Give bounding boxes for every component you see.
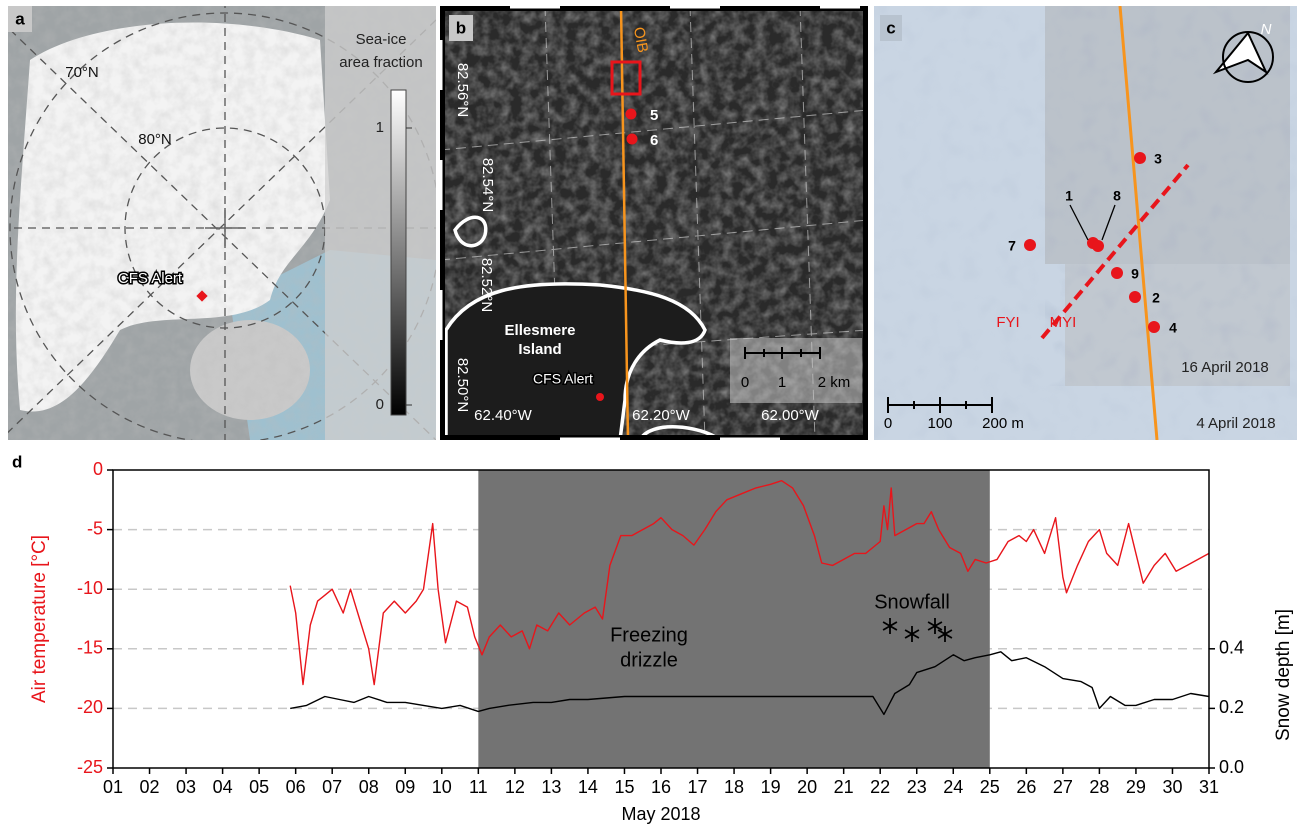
- scale-label: 0: [884, 415, 892, 432]
- site-marker: [626, 109, 637, 120]
- site-label: 3: [1154, 151, 1162, 167]
- colorbar-panel: [325, 6, 436, 440]
- x-tick-label: 15: [614, 777, 634, 797]
- y2-tick-label: 0.2: [1219, 697, 1244, 717]
- site-marker: [627, 134, 638, 145]
- colorbar-title: Sea-ice: [356, 31, 407, 48]
- x-tick-label: 09: [395, 777, 415, 797]
- x-tick-label: 29: [1126, 777, 1146, 797]
- compass-label: N: [1261, 21, 1272, 38]
- site-label: 9: [1131, 266, 1139, 282]
- site-label: 6: [650, 132, 658, 149]
- x-tick-label: 19: [761, 777, 781, 797]
- x-tick-label: 21: [834, 777, 854, 797]
- image-date: 16 April 2018: [1181, 359, 1269, 376]
- x-axis-label: May 2018: [621, 804, 700, 824]
- x-tick-label: 10: [432, 777, 452, 797]
- site-label: 5: [650, 107, 658, 124]
- x-tick-label: 28: [1089, 777, 1109, 797]
- lat-label: 82.52°N: [478, 258, 495, 312]
- scale-label: 1: [778, 374, 786, 391]
- site-label: 1: [1065, 188, 1073, 204]
- x-tick-label: 31: [1199, 777, 1219, 797]
- panel-a: a 70°N 80°N CFS Alert Sea-ice area fract…: [0, 0, 440, 443]
- colorbar-tick-label: 0: [376, 396, 384, 413]
- site-label: 7: [1008, 238, 1016, 254]
- zone-label: FYI: [996, 314, 1019, 331]
- x-tick-label: 24: [943, 777, 963, 797]
- y-axis-label: Air temperature [°C]: [29, 535, 50, 703]
- figure: a 70°N 80°N CFS Alert Sea-ice area fract…: [0, 0, 1304, 830]
- x-tick-label: 16: [651, 777, 671, 797]
- x-tick-label: 13: [541, 777, 561, 797]
- zone-label: MYI: [1050, 314, 1077, 331]
- x-tick-label: 01: [103, 777, 123, 797]
- lat-label: 82.54°N: [479, 158, 496, 212]
- y2-axis-label: Snow depth [m]: [1273, 609, 1294, 741]
- panel-b: b OIB 5 6 82.56°N 82.54°N 82.52°N 82.50°…: [440, 6, 868, 440]
- x-tick-label: 20: [797, 777, 817, 797]
- x-tick-label: 05: [249, 777, 269, 797]
- lon-label: 62.00°W: [761, 407, 820, 424]
- scale-label: 200 m: [982, 415, 1024, 432]
- y-tick-label: -20: [77, 697, 103, 717]
- island-label: Island: [518, 341, 561, 358]
- annotation: drizzle: [620, 649, 678, 671]
- panel-label: d: [12, 452, 22, 471]
- x-tick-label: 17: [688, 777, 708, 797]
- lat-label: 70°N: [65, 64, 99, 81]
- site-label: 8: [1113, 188, 1121, 204]
- station-marker: [596, 393, 604, 401]
- x-tick-label: 04: [213, 777, 233, 797]
- colorbar-title: area fraction: [339, 54, 422, 71]
- lat-label: 82.56°N: [454, 63, 471, 117]
- colorbar: [391, 90, 406, 415]
- x-tick-label: 06: [286, 777, 306, 797]
- x-tick-label: 08: [359, 777, 379, 797]
- lon-label: 62.20°W: [632, 407, 691, 424]
- x-tick-label: 30: [1162, 777, 1182, 797]
- x-tick-label: 23: [907, 777, 927, 797]
- x-tick-label: 02: [140, 777, 160, 797]
- y-tick-label: -5: [87, 518, 103, 538]
- y-tick-label: -25: [77, 757, 103, 777]
- y-tick-label: -10: [77, 578, 103, 598]
- panel-label: a: [15, 9, 25, 28]
- x-tick-label: 11: [469, 777, 488, 797]
- lat-label: 80°N: [138, 131, 172, 148]
- scale-label: 0: [741, 374, 749, 391]
- island-label: Ellesmere: [505, 322, 576, 339]
- y2-tick-label: 0.0: [1219, 757, 1244, 777]
- x-tick-label: 25: [980, 777, 1000, 797]
- x-tick-label: 27: [1053, 777, 1073, 797]
- y2-tick-label: 0.4: [1219, 638, 1244, 658]
- x-tick-label: 07: [322, 777, 342, 797]
- station-label: CFS Alert: [118, 270, 183, 287]
- y-tick-label: -15: [77, 638, 103, 658]
- panel-label: b: [456, 18, 466, 37]
- x-tick-label: 18: [724, 777, 744, 797]
- x-tick-label: 12: [505, 777, 525, 797]
- x-tick-label: 22: [870, 777, 890, 797]
- panel-c: c 1 2 3 4 7 8 9 FYI MYI 16 April 2018 4 …: [874, 6, 1297, 440]
- panel-d: d 01 02 03 04 05 06 07 08 09 10 11 12 13 14 15 16 17 18 19…: [12, 452, 1294, 823]
- x-tick-label: 26: [1016, 777, 1036, 797]
- annotation: Snowfall: [874, 591, 950, 613]
- annotation: Freezing: [610, 624, 688, 646]
- panel-label: c: [886, 18, 895, 37]
- page: {"panel_a": {"label": "a", "lat_labels":…: [0, 0, 1304, 830]
- scale-label: 100: [927, 415, 952, 432]
- x-tick-label: 14: [578, 777, 598, 797]
- scale-label: 2 km: [818, 374, 851, 391]
- colorbar-tick-label: 1: [376, 119, 384, 136]
- station-label: CFS Alert: [533, 371, 593, 387]
- image-date: 4 April 2018: [1196, 415, 1275, 432]
- site-label: 2: [1152, 290, 1160, 306]
- x-tick-label: 03: [176, 777, 196, 797]
- site-label: 4: [1169, 320, 1177, 336]
- lon-label: 62.40°W: [474, 407, 533, 424]
- scale-box: [730, 338, 862, 403]
- y-tick-label: 0: [93, 459, 103, 479]
- lat-label: 82.50°N: [454, 358, 471, 412]
